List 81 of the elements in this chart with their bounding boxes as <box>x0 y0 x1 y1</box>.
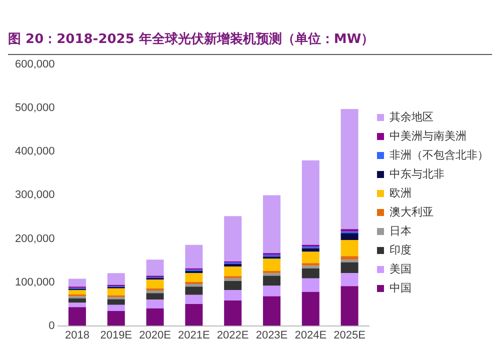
bar <box>146 260 164 276</box>
bar <box>302 268 320 278</box>
bar <box>107 311 125 326</box>
bar <box>302 252 320 264</box>
bar <box>68 307 86 326</box>
bar <box>262 276 280 286</box>
chart-title: 图 20：2018-2025 年全球光伏新增装机预测（单位：MW） <box>8 8 492 55</box>
legend-label: 日本 <box>390 224 412 238</box>
bar <box>185 244 203 268</box>
bar <box>107 304 125 311</box>
bar <box>262 258 280 271</box>
bar <box>146 290 164 294</box>
bar <box>340 286 358 326</box>
y-tick-label: 100,000 <box>14 276 55 288</box>
bar <box>224 278 242 281</box>
y-tick-label: 600,000 <box>14 58 55 71</box>
bar <box>340 240 358 256</box>
bar <box>340 109 358 230</box>
legend-label: 中东与北非 <box>390 167 444 180</box>
x-tick-label: 2022E <box>216 329 249 342</box>
bar <box>340 233 358 240</box>
bar <box>68 298 86 303</box>
bar <box>146 308 164 326</box>
bar <box>185 270 203 274</box>
legend-label: 印度 <box>390 243 412 256</box>
bar <box>262 195 280 254</box>
bar <box>262 273 280 276</box>
bar <box>224 290 242 301</box>
bar <box>302 278 320 292</box>
bar <box>302 266 320 268</box>
bar <box>302 292 320 326</box>
x-tick-label: 2024E <box>294 329 327 342</box>
bar <box>146 300 164 308</box>
bar <box>68 278 86 287</box>
bar <box>302 263 320 266</box>
legend-label: 欧洲 <box>390 186 412 200</box>
bar <box>185 304 203 326</box>
bar <box>224 264 242 267</box>
legend-label: 中美洲与南美洲 <box>390 129 466 142</box>
y-tick-label: 500,000 <box>14 102 55 114</box>
bar <box>340 273 358 286</box>
legend-label: 中国 <box>390 281 412 294</box>
bar <box>302 160 320 245</box>
bar <box>107 288 125 296</box>
bar <box>262 296 280 326</box>
bar <box>185 282 203 284</box>
bar <box>185 273 203 282</box>
x-tick-label: 2020E <box>139 329 171 342</box>
bar <box>146 280 164 288</box>
bar <box>107 299 125 305</box>
bar <box>68 302 86 308</box>
x-tick-label: 2019E <box>100 329 132 342</box>
bar <box>340 262 358 274</box>
bar <box>146 293 164 300</box>
legend-label: 澳大利亚 <box>390 205 434 218</box>
bar <box>107 273 125 285</box>
bar <box>224 300 242 326</box>
legend-label: 其余地区 <box>390 110 434 124</box>
bar <box>262 270 280 274</box>
x-tick-label: 2018 <box>64 329 90 342</box>
bar <box>302 248 320 252</box>
legend-label: 美国 <box>390 262 412 276</box>
x-tick-label: 2025E <box>334 329 366 342</box>
bar <box>224 266 242 276</box>
y-tick-label: 0 <box>48 320 55 332</box>
bar <box>68 290 86 294</box>
bar <box>185 284 203 287</box>
x-tick-label: 2021E <box>178 329 210 342</box>
bar <box>224 216 242 262</box>
y-tick-label: 200,000 <box>14 232 55 245</box>
bar <box>146 288 164 291</box>
x-tick-label: 2023E <box>256 329 288 342</box>
bar <box>340 260 358 262</box>
y-tick-label: 300,000 <box>14 189 55 202</box>
bar <box>340 256 358 260</box>
bar <box>262 286 280 296</box>
bar <box>224 280 242 290</box>
y-tick-label: 400,000 <box>14 146 55 158</box>
legend-label: 非洲（不包含北非） <box>390 148 488 162</box>
bar <box>185 286 203 295</box>
bar <box>185 294 203 304</box>
